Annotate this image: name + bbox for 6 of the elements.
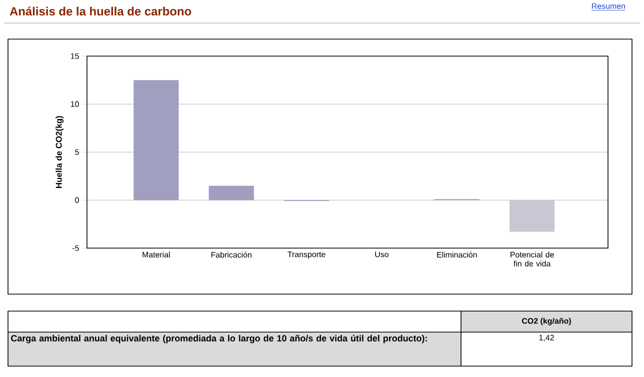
chart-title: Análisis de la huella de carbono	[10, 6, 192, 16]
bar	[134, 80, 179, 200]
text: Carga ambiental anual equivalente (promediada a lo largo de 10 año/s de vida útil del producto):	[11, 334, 427, 344]
y-axis-title: Huella de CO2(kg)	[56, 116, 64, 188]
bar	[208, 186, 254, 200]
bar	[510, 200, 555, 232]
